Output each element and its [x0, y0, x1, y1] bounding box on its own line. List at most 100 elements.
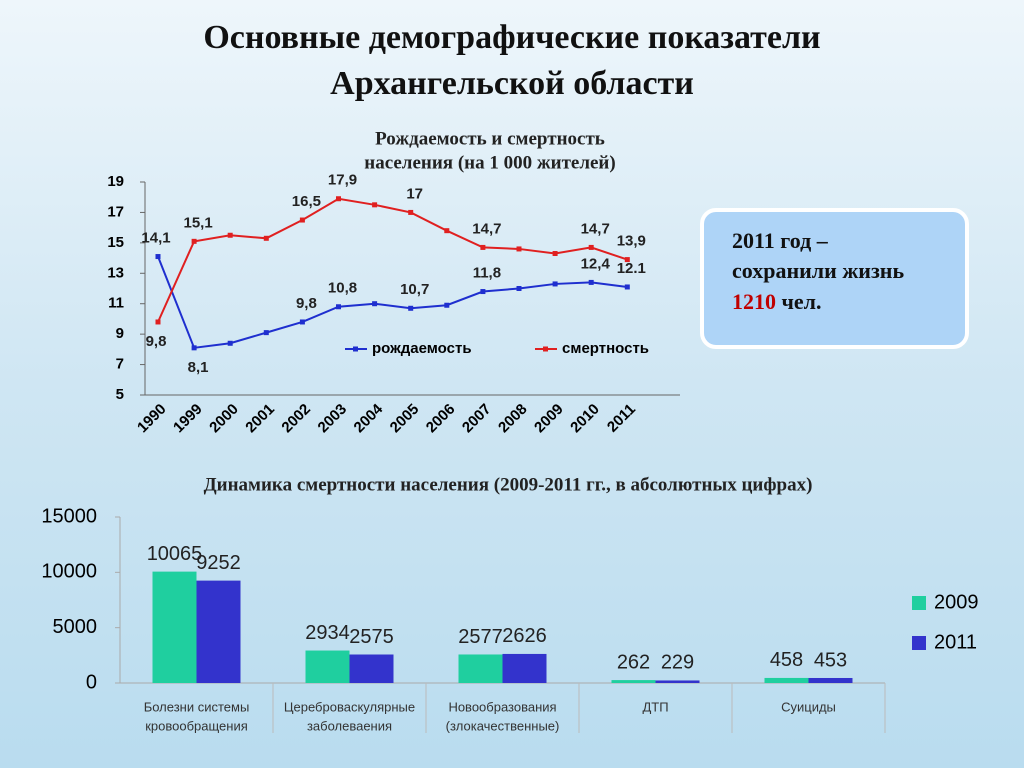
value-label: 14,7: [472, 220, 501, 237]
value-label: 17: [406, 185, 423, 202]
point: [588, 244, 594, 250]
point: [408, 209, 414, 215]
x-tick-label: Цереброваскулярные: [284, 699, 415, 714]
x-tick-label: Суициды: [781, 699, 836, 714]
point: [336, 196, 341, 202]
y-tick-label: 13: [107, 264, 124, 281]
x-tick-label: ДТП: [642, 699, 668, 714]
point: [263, 330, 269, 336]
value-label: 8,1: [188, 359, 209, 376]
point: [227, 232, 233, 238]
y-tick-label: 17: [107, 203, 124, 220]
x-tick-label: 2005: [387, 401, 423, 437]
value-label: 2577: [458, 626, 503, 648]
x-tick-label: 1990: [134, 401, 170, 437]
value-label: 14,1: [141, 230, 170, 247]
point: [552, 251, 558, 257]
value-label: 9252: [196, 552, 241, 574]
value-label: 16,5: [292, 193, 321, 210]
point: [588, 279, 594, 285]
value-label: 9,8: [146, 333, 167, 350]
y-tick-label: 11: [108, 295, 124, 312]
x-tick-label: 2004: [351, 400, 387, 436]
x-tick-label: Болезни системы: [144, 699, 250, 714]
chart-title: населения (на 1 000 жителей): [364, 152, 615, 173]
y-tick-label: 15000: [41, 505, 97, 527]
point: [336, 304, 341, 310]
value-label: 2934: [305, 622, 350, 644]
value-label: 2626: [502, 625, 547, 647]
callout-text: 1210 чел.: [732, 289, 822, 314]
callout-number: 1210: [732, 289, 776, 314]
slide-title: Архангельской области: [330, 65, 694, 102]
point: [408, 305, 414, 311]
legend-marker: [353, 346, 358, 352]
bar: [305, 650, 350, 683]
x-tick-label: 2011: [604, 401, 639, 436]
line-series: [157, 256, 628, 349]
value-label: 12.1: [617, 260, 646, 277]
y-tick-label: 15: [107, 234, 124, 251]
point: [191, 238, 197, 244]
legend-label: 2009: [934, 591, 979, 613]
value-label: 14,7: [581, 220, 610, 237]
value-label: 11,8: [473, 265, 501, 282]
chart-title: Рождаемость и смертность: [375, 128, 605, 149]
point: [516, 246, 522, 252]
point: [227, 340, 233, 346]
value-label: 15,1: [183, 214, 212, 231]
bar: [611, 680, 656, 683]
y-tick-label: 0: [86, 671, 97, 693]
value-label: 229: [661, 652, 694, 674]
x-tick-label: 2001: [242, 401, 278, 437]
x-tick-label: 2010: [567, 401, 603, 437]
x-tick-label: 2007: [459, 401, 495, 437]
value-label: 453: [814, 649, 847, 671]
x-tick-label: заболеваения: [307, 718, 392, 733]
point: [299, 217, 305, 223]
slide-title: Основные демографические показатели: [203, 19, 820, 56]
bar: [764, 677, 809, 683]
legend-label: 2011: [934, 631, 977, 653]
value-label: 17,9: [328, 172, 357, 189]
value-label: 12,4: [581, 255, 611, 272]
x-tick-label: 1999: [170, 401, 206, 437]
y-tick-label: 19: [107, 173, 124, 190]
legend-label: рождаемость: [372, 340, 472, 357]
value-label: 10065: [147, 543, 203, 565]
chart-title: Динамика смертности населения (2009-2011…: [204, 474, 813, 495]
value-label: 458: [770, 649, 803, 671]
value-label: 262: [617, 651, 650, 673]
value-label: 10,7: [400, 281, 429, 298]
point: [444, 228, 450, 234]
point: [299, 319, 305, 325]
x-tick-label: Новообразования: [448, 699, 556, 714]
value-label: 13,9: [617, 233, 646, 250]
value-label: 10,8: [328, 280, 357, 297]
point: [444, 302, 450, 308]
legend-swatch: [912, 636, 926, 650]
point: [480, 289, 486, 295]
point: [372, 301, 378, 307]
bar: [655, 680, 700, 683]
callout-text: 2011 год –: [732, 228, 829, 253]
callout-text: сохранили жизнь: [732, 258, 904, 283]
point: [624, 257, 630, 263]
point: [155, 319, 161, 325]
bar: [196, 580, 241, 683]
x-tick-label: 2009: [531, 401, 567, 437]
legend-swatch: [912, 596, 926, 610]
x-tick-label: 2003: [315, 401, 351, 437]
callout-unit: чел.: [782, 289, 822, 314]
y-tick-label: 5000: [53, 616, 98, 638]
bar: [349, 654, 394, 683]
point: [155, 254, 161, 260]
value-label: 9,8: [296, 295, 317, 312]
x-tick-label: кровообращения: [145, 718, 248, 733]
y-tick-label: 9: [116, 325, 124, 342]
value-label: 2575: [349, 626, 394, 648]
bar: [502, 653, 547, 683]
point: [624, 284, 630, 290]
point: [516, 286, 522, 291]
point: [372, 202, 378, 208]
